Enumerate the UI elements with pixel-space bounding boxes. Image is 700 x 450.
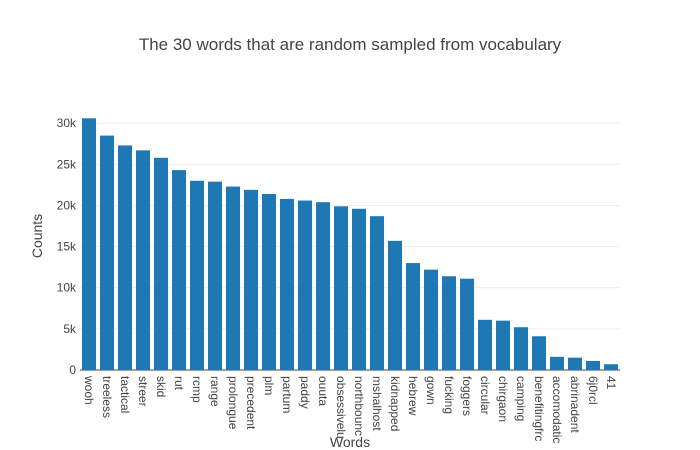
y-tick-label: 5k (63, 322, 77, 336)
bar-foggers[interactable] (459, 278, 475, 370)
y-tick-label: 0 (69, 363, 76, 377)
bar-paddy[interactable] (297, 200, 313, 370)
chart-title: The 30 words that are random sampled fro… (139, 35, 562, 54)
y-axis-ticks: 0 5k 10k 15k 20k 25k 30k (57, 116, 77, 377)
bar-tactical[interactable] (117, 145, 133, 370)
x-tick-label: paddy (298, 376, 312, 409)
bar-ouuta[interactable] (315, 202, 331, 370)
x-tick-label: accomodatic (550, 376, 564, 443)
x-tick-label: kidnapped (388, 376, 402, 431)
x-tick-label: streer (136, 376, 150, 407)
x-tick-label: partum (280, 376, 294, 413)
x-tick-label: obsessivelu (334, 376, 348, 439)
x-tick-label: range (208, 376, 222, 407)
bar-hebrew[interactable] (405, 263, 421, 370)
bar-treeless[interactable] (99, 135, 115, 370)
x-tick-label: wooh (82, 375, 96, 405)
bar-41[interactable] (603, 364, 619, 370)
x-tick-label: foggers (460, 376, 474, 416)
x-tick-label: fucking (442, 376, 456, 414)
bar-northbounc[interactable] (351, 208, 367, 370)
bar-circular[interactable] (477, 319, 493, 370)
bar-wooh[interactable] (81, 118, 97, 371)
bar-fucking[interactable] (441, 276, 457, 370)
bar-mshalhost[interactable] (369, 216, 385, 370)
bar-accomodatic[interactable] (549, 356, 565, 370)
x-tick-label: northbounc (352, 376, 366, 436)
bar-kidnapped[interactable] (387, 240, 403, 370)
x-tick-label: abrinadent (568, 376, 582, 433)
x-tick-label: camping (514, 376, 528, 421)
bar-partum[interactable] (279, 198, 295, 370)
y-tick-label: 15k (57, 240, 77, 254)
x-tick-label: mshalhost (370, 376, 384, 431)
x-tick-label: 6j0rcl (586, 376, 600, 405)
x-tick-label: ouuta (316, 376, 330, 406)
x-tick-label: benefitingfrc (532, 376, 546, 441)
y-tick-label: 25k (57, 157, 77, 171)
bar-range[interactable] (207, 181, 223, 370)
bar-rcmp[interactable] (189, 180, 205, 370)
y-tick-label: 10k (57, 281, 77, 295)
bar-obsessivelu[interactable] (333, 206, 349, 370)
x-tick-label: gown (424, 376, 438, 405)
y-axis-title: Counts (29, 214, 45, 258)
x-tick-label: hebrew (406, 376, 420, 416)
x-tick-label: plm (262, 376, 276, 395)
bar-gown[interactable] (423, 269, 439, 370)
bar-prolongue[interactable] (225, 186, 241, 370)
bar-camping[interactable] (513, 327, 529, 370)
x-tick-label: rut (172, 376, 186, 391)
x-tick-label: prolongue (226, 376, 240, 430)
x-tick-label: 41 (604, 376, 618, 390)
bar-6j0rcl[interactable] (585, 360, 601, 370)
x-axis-title: Words (330, 434, 370, 450)
bar-precedent[interactable] (243, 189, 259, 370)
gridlines (80, 122, 620, 371)
x-tick-label: rcmp (190, 376, 204, 403)
bar-benefitingfrc[interactable] (531, 336, 547, 370)
bar-chirgaon[interactable] (495, 320, 511, 370)
bar-plm[interactable] (261, 193, 277, 370)
bar-streer[interactable] (135, 150, 151, 370)
y-tick-label: 20k (57, 198, 77, 212)
bars (81, 118, 619, 371)
bar-skid[interactable] (153, 157, 169, 370)
bar-abrinadent[interactable] (567, 357, 583, 370)
x-axis-ticks: wooh treeless tactical streer skid rut rcmp ran… (82, 375, 618, 443)
x-tick-label: circular (478, 376, 492, 415)
x-tick-label: chirgaon (496, 376, 510, 422)
x-tick-label: skid (154, 376, 168, 397)
x-tick-label: treeless (100, 376, 114, 418)
x-tick-label: precedent (244, 376, 258, 430)
x-tick-label: tactical (118, 376, 132, 413)
y-tick-label: 30k (57, 116, 77, 130)
bar-rut[interactable] (171, 170, 187, 370)
